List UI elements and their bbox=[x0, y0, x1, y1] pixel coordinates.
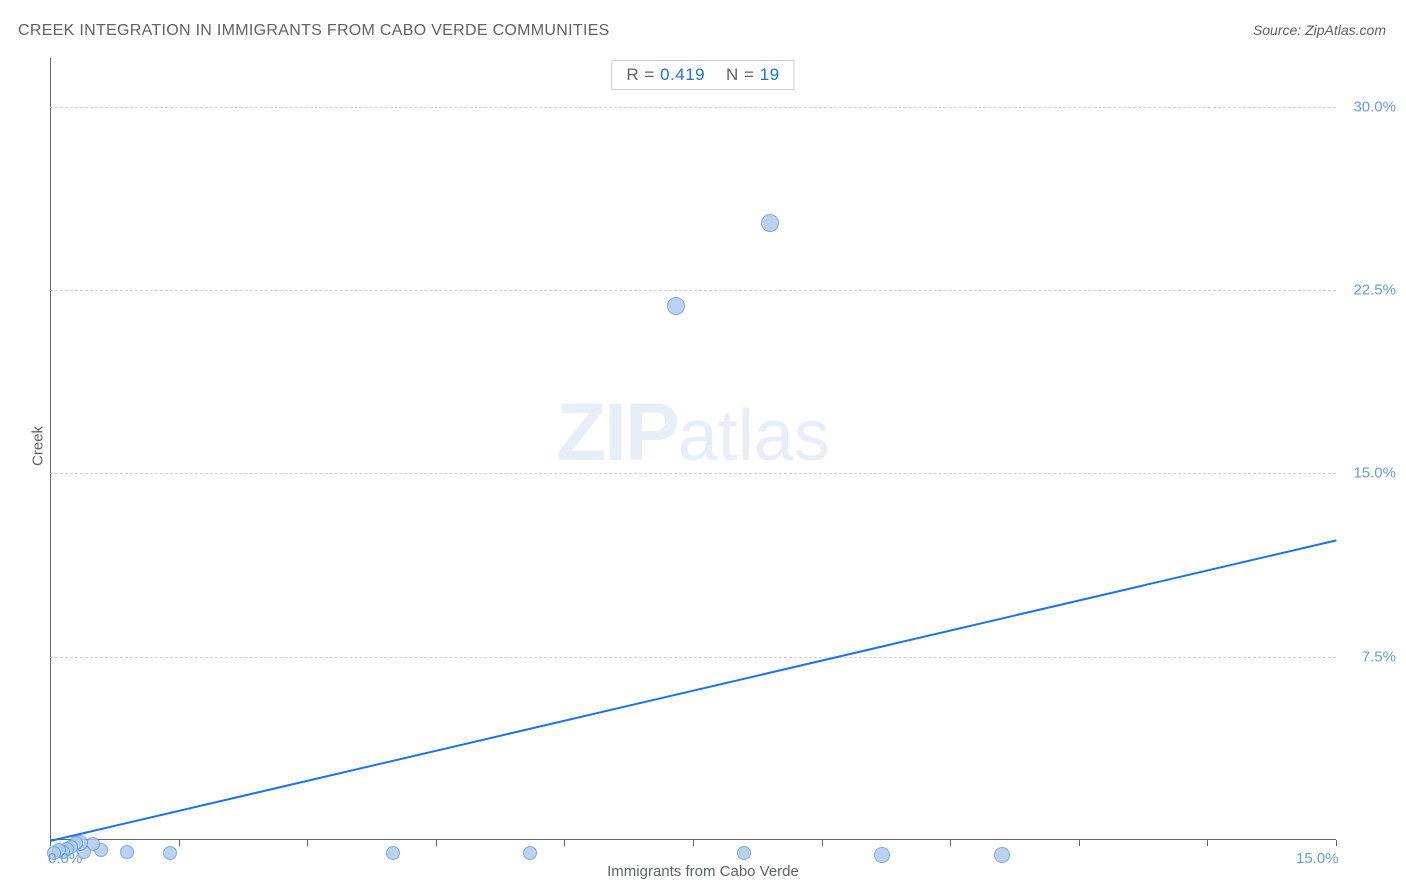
data-point bbox=[667, 297, 685, 315]
r-label: R = bbox=[626, 65, 654, 84]
data-point bbox=[874, 847, 890, 863]
watermark-bold: ZIP bbox=[556, 387, 678, 478]
watermark: ZIPatlas bbox=[556, 386, 830, 480]
y-tick-label: 30.0% bbox=[1341, 98, 1396, 115]
x-tick bbox=[564, 840, 565, 846]
data-point bbox=[163, 846, 177, 860]
x-tick bbox=[436, 840, 437, 846]
data-point bbox=[761, 214, 779, 232]
n-label: N = bbox=[726, 65, 754, 84]
chart-title: CREEK INTEGRATION IN IMMIGRANTS FROM CAB… bbox=[18, 22, 610, 40]
y-axis-line bbox=[50, 58, 51, 840]
data-point bbox=[386, 846, 400, 860]
y-tick-label: 15.0% bbox=[1341, 465, 1396, 482]
data-point bbox=[120, 845, 134, 859]
chart-container: CREEK INTEGRATION IN IMMIGRANTS FROM CAB… bbox=[0, 0, 1406, 892]
x-tick bbox=[307, 840, 308, 846]
x-tick bbox=[1079, 840, 1080, 846]
r-value: 0.419 bbox=[660, 65, 705, 84]
gridline bbox=[50, 290, 1336, 291]
y-tick-label: 7.5% bbox=[1341, 648, 1396, 665]
watermark-rest: atlas bbox=[678, 396, 830, 476]
stats-legend: R = 0.419 N = 19 bbox=[611, 60, 794, 90]
plot-area: ZIPatlas 7.5%15.0%22.5%30.0% bbox=[50, 58, 1336, 840]
n-value: 19 bbox=[760, 65, 780, 84]
data-point bbox=[994, 847, 1010, 863]
x-tick bbox=[950, 840, 951, 846]
source-attribution: Source: ZipAtlas.com bbox=[1253, 22, 1386, 38]
y-tick-label: 22.5% bbox=[1341, 282, 1396, 299]
y-axis-label: Creek bbox=[30, 426, 47, 466]
gridline bbox=[50, 657, 1336, 658]
x-tick bbox=[179, 840, 180, 846]
x-tick bbox=[1336, 840, 1337, 846]
data-point bbox=[523, 846, 537, 860]
gridline bbox=[50, 473, 1336, 474]
x-axis-min-label: 0.0% bbox=[48, 850, 82, 867]
gridline bbox=[50, 107, 1336, 108]
data-point bbox=[737, 846, 751, 860]
x-axis-max-label: 15.0% bbox=[1296, 850, 1339, 867]
x-tick bbox=[822, 840, 823, 846]
x-tick bbox=[693, 840, 694, 846]
x-axis-label: Immigrants from Cabo Verde bbox=[607, 863, 799, 880]
x-tick bbox=[1207, 840, 1208, 846]
trendline bbox=[50, 539, 1336, 842]
